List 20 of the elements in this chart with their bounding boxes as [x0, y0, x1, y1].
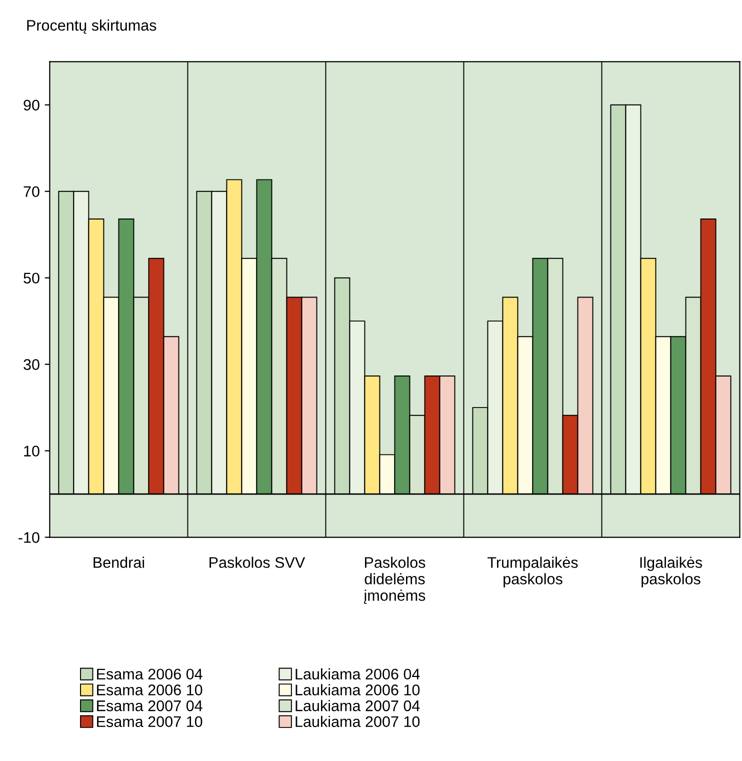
y-tick-label: 70	[24, 186, 40, 198]
x-tick-label: Trumpalaikės paskolos	[488, 556, 578, 588]
legend-label: Laukiama 2006 10	[296, 684, 420, 696]
legend-label: Laukiama 2007 04	[296, 700, 420, 712]
y-tick-label: -10	[18, 532, 40, 543]
legend-label: Esama 2006 04	[97, 668, 202, 680]
x-tick-label: Ilgalaikės paskolos	[640, 556, 702, 588]
x-tick-label: Paskolos SVV	[210, 556, 306, 568]
legend-label: Laukiama 2007 10	[296, 716, 420, 728]
y-tick-label: 90	[24, 100, 40, 111]
y-tick-label: 10	[24, 446, 40, 456]
y-tick-label: 30	[24, 359, 40, 370]
x-tick-label: Bendrai	[94, 556, 144, 568]
legend-label: Esama 2006 10	[97, 684, 202, 696]
y-tick-label: 50	[24, 272, 40, 284]
legend-label: Esama 2007 04	[97, 700, 202, 712]
legend-label: Laukiama 2006 04	[296, 668, 420, 680]
legend-label: Esama 2007 10	[97, 716, 202, 728]
y-axis-title: Procentų skirtumas	[27, 20, 156, 34]
x-tick-label: Paskolos didelėms įmonėms	[364, 556, 426, 604]
